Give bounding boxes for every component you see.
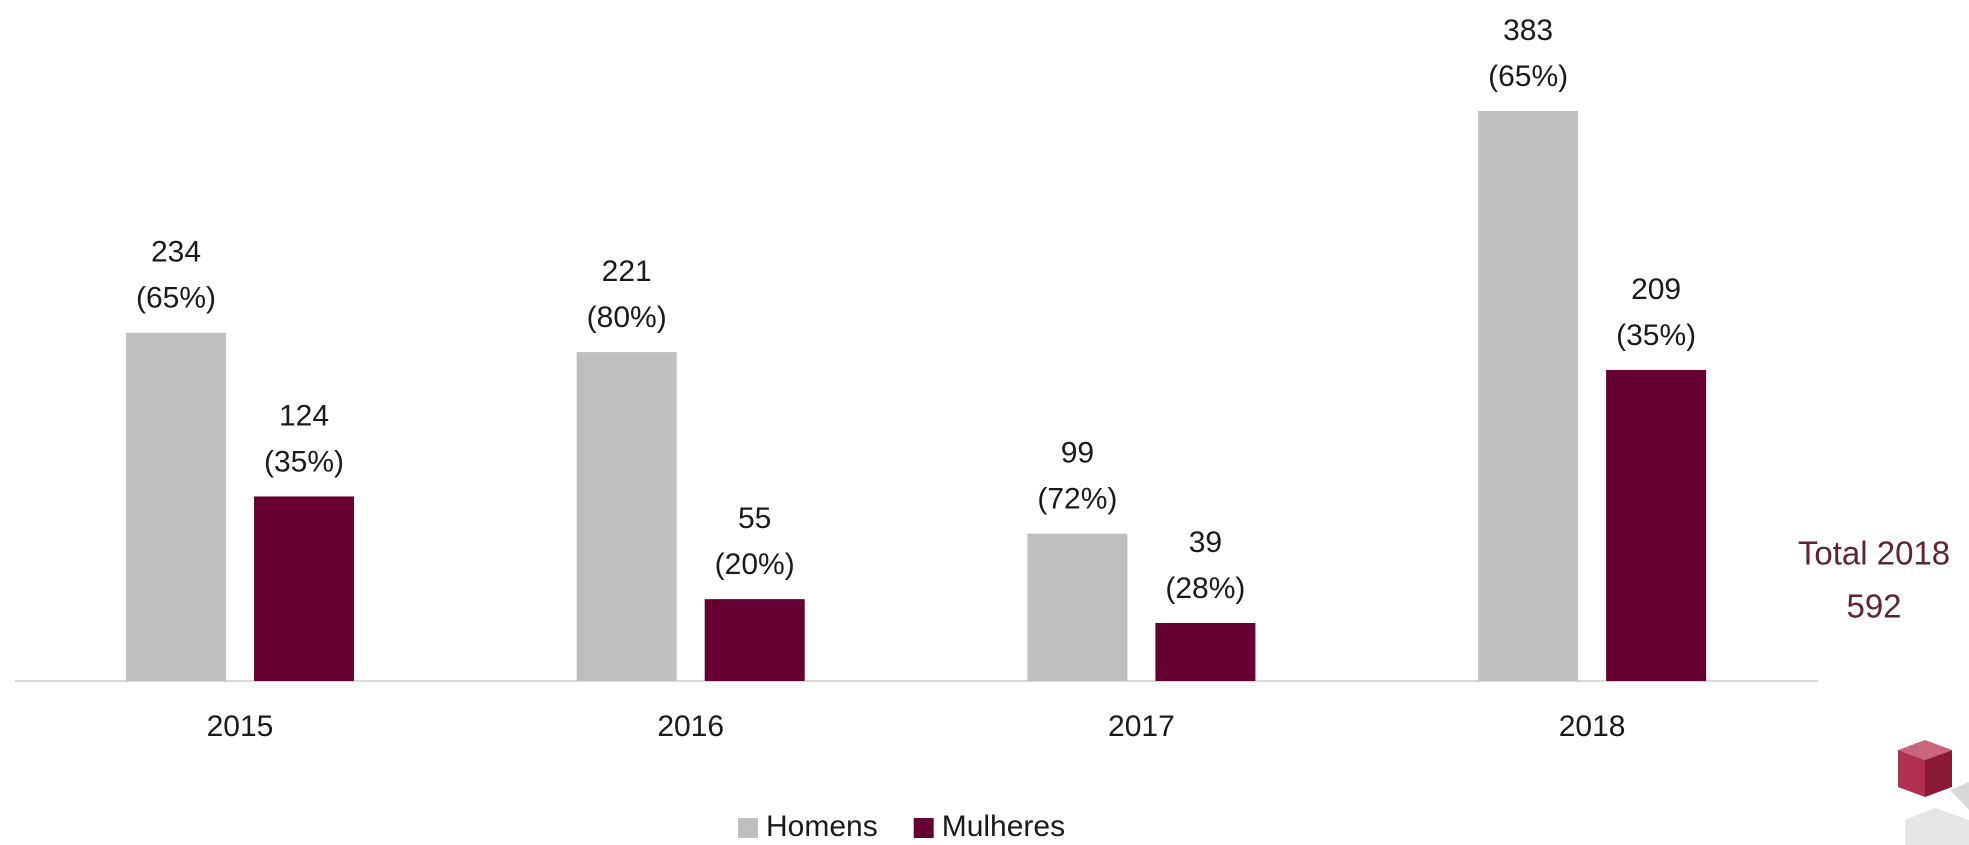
x-tick-label: 2018 xyxy=(1559,710,1626,743)
bar xyxy=(254,496,354,681)
bar xyxy=(126,332,226,681)
legend-swatch xyxy=(738,818,758,838)
share-label: (65%) xyxy=(1488,60,1568,93)
share-label: (35%) xyxy=(1616,319,1696,352)
bar xyxy=(704,599,805,681)
legend-swatch xyxy=(913,818,934,838)
bar xyxy=(1606,369,1707,681)
share-label: (72%) xyxy=(1037,483,1117,516)
annotation-label: Total 2018 xyxy=(1798,535,1950,572)
value-label: 209 xyxy=(1631,273,1681,306)
logo xyxy=(1898,740,1969,845)
value-label: 55 xyxy=(738,502,771,535)
value-label: 39 xyxy=(1189,526,1222,559)
legend-label: Mulheres xyxy=(942,810,1065,843)
share-label: (20%) xyxy=(715,548,795,581)
x-tick-label: 2017 xyxy=(1108,710,1175,743)
value-label: 221 xyxy=(602,255,652,288)
x-tick-label: 2015 xyxy=(207,710,274,743)
x-tick-label: 2016 xyxy=(657,710,724,743)
bar xyxy=(1478,111,1579,681)
bar xyxy=(1155,622,1256,681)
annotation-value: 592 xyxy=(1846,588,1901,625)
bar xyxy=(1027,533,1128,681)
share-label: (35%) xyxy=(264,445,344,478)
bar xyxy=(576,352,677,681)
share-label: (65%) xyxy=(136,282,216,315)
value-label: 383 xyxy=(1503,14,1553,47)
legend-label: Homens xyxy=(766,810,878,843)
share-label: (28%) xyxy=(1165,572,1245,605)
value-label: 124 xyxy=(279,399,329,432)
value-label: 234 xyxy=(151,236,201,269)
value-label: 99 xyxy=(1061,437,1094,470)
share-label: (80%) xyxy=(587,301,667,334)
